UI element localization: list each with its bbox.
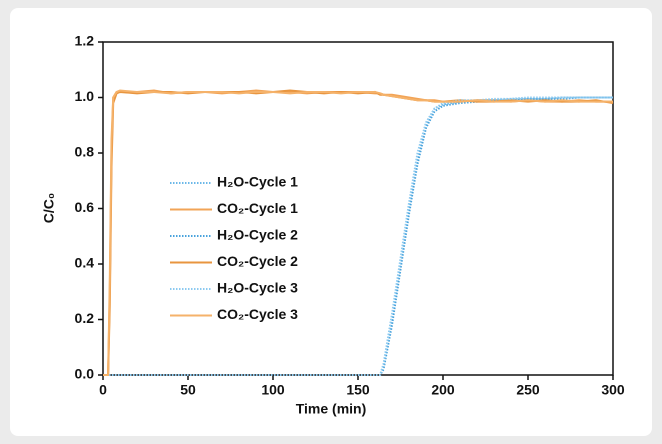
legend-label: H₂O-Cycle 3 [217,280,298,296]
series-line [103,89,613,376]
x-tick-label: 300 [601,382,625,398]
series-line [103,89,613,376]
x-tick-label: 250 [516,382,540,398]
x-tick-label: 150 [346,382,370,398]
x-tick-label: 100 [261,382,285,398]
series-line [103,89,614,376]
legend-label: CO₂-Cycle 1 [217,200,298,216]
legend-label: H₂O-Cycle 2 [217,227,298,243]
y-tick-label: 0.6 [75,199,95,215]
y-axis-title: C/C₀ [41,193,57,223]
legend-label: CO₂-Cycle 2 [217,253,298,269]
y-tick-label: 0.4 [75,255,95,271]
legend-label: CO₂-Cycle 3 [217,306,298,322]
x-tick-label: 50 [180,382,196,398]
y-tick-label: 1.0 [75,88,95,104]
panel [10,8,652,436]
x-tick-label: 0 [99,382,107,398]
y-tick-label: 1.2 [75,33,95,49]
series-line [103,96,613,376]
y-tick-label: 0.0 [75,366,95,382]
legend-label: H₂O-Cycle 1 [217,174,298,190]
x-axis-title: Time (min) [296,401,367,417]
x-tick-label: 200 [431,382,455,398]
y-tick-label: 0.2 [75,310,95,326]
y-tick-label: 0.8 [75,144,95,160]
